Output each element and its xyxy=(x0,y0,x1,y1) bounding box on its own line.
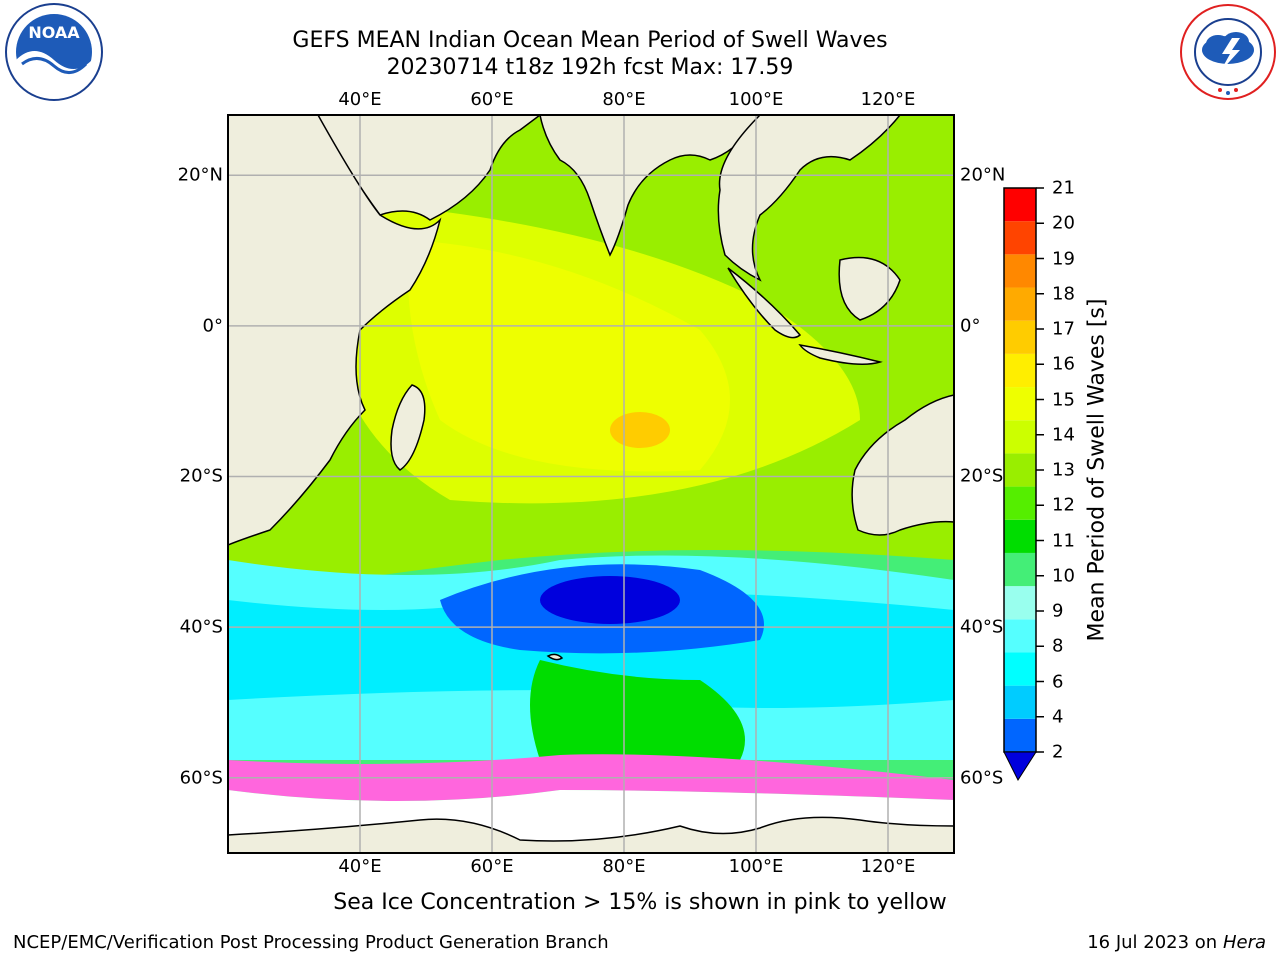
colorbar-swatch xyxy=(1004,519,1036,553)
colorbar-tick-label: 14 xyxy=(1052,424,1075,446)
footer-host: Hera xyxy=(1222,932,1266,953)
footer-left: NCEP/EMC/Verification Post Processing Pr… xyxy=(13,932,609,953)
map-title: GEFS MEAN Indian Ocean Mean Period of Sw… xyxy=(292,28,888,53)
lon-tick-label-top: 40°E xyxy=(338,89,382,110)
borneo-land xyxy=(838,256,901,321)
java-land xyxy=(798,343,883,365)
lon-tick-label-top: 80°E xyxy=(602,89,646,110)
lat-tick-label-right: 20°N xyxy=(960,164,1006,186)
lon-tick-label-bottom: 120°E xyxy=(860,856,916,877)
india-land xyxy=(539,115,761,257)
colorbar-swatch xyxy=(1004,254,1036,288)
colorbar-swatch xyxy=(1004,652,1036,686)
colorbar-swatch xyxy=(1004,353,1036,388)
colorbar-tick-label: 9 xyxy=(1052,600,1064,622)
colorbar xyxy=(1003,187,1044,782)
colorbar-swatch xyxy=(1004,420,1036,454)
lat-tick-label-right: 60°S xyxy=(960,767,1004,789)
colorbar-swatch xyxy=(1004,287,1036,321)
footer-date: 16 Jul 2023 on xyxy=(1087,932,1223,953)
colorbar-tick-label: 21 xyxy=(1052,177,1075,199)
colorbar-tick-label: 16 xyxy=(1052,353,1075,375)
sea-ice-note: Sea Ice Concentration > 15% is shown in … xyxy=(333,890,947,915)
colorbar-tick-label: 19 xyxy=(1052,248,1075,269)
colorbar-swatch xyxy=(1004,718,1036,752)
southeast-asia-land xyxy=(717,115,901,282)
colorbar-swatch xyxy=(1004,453,1036,487)
lat-tick-label-left: 60°S xyxy=(179,767,223,789)
map-subtitle: 20230714 t18z 192h fcst Max: 17.59 xyxy=(386,55,794,80)
lat-tick-label-left: 20°S xyxy=(179,465,223,487)
colorbar-tick-label: 18 xyxy=(1052,283,1075,305)
colorbar-swatch xyxy=(1004,387,1036,421)
colorbar-tick-label: 13 xyxy=(1052,459,1075,481)
lon-tick-label-top: 120°E xyxy=(860,89,916,110)
colorbar-title: Mean Period of Swell Waves [s] xyxy=(1084,298,1110,642)
noaa-logo: NOAA xyxy=(5,3,103,101)
colorbar-tick-label: 17 xyxy=(1052,318,1075,340)
lon-tick-label-top: 100°E xyxy=(728,89,784,110)
lat-tick-label-left: 20°N xyxy=(177,164,223,186)
lat-tick-label-right: 20°S xyxy=(960,465,1004,487)
colorbar-swatch xyxy=(1004,586,1036,620)
colorbar-swatch xyxy=(1004,552,1036,587)
colorbar-tick-label: 12 xyxy=(1052,494,1075,516)
lon-tick-label-bottom: 80°E xyxy=(602,856,646,877)
sumatra-land xyxy=(727,267,802,339)
lat-tick-label-right: 0° xyxy=(960,315,981,337)
noaa-logo-text: NOAA xyxy=(28,23,80,42)
colorbar-swatch xyxy=(1004,320,1036,354)
lon-tick-label-bottom: 60°E xyxy=(470,856,514,877)
colorbar-swatch xyxy=(1004,619,1036,653)
colorbar-swatch xyxy=(1004,486,1036,520)
colorbar-tick-label: 20 xyxy=(1052,212,1075,234)
colorbar-tick-label: 4 xyxy=(1052,706,1064,728)
band-11s xyxy=(530,660,745,760)
lat-tick-label-right: 40°S xyxy=(960,616,1004,638)
colorbar-swatch xyxy=(1004,221,1036,255)
colorbar-tick-label: 11 xyxy=(1052,530,1075,551)
band-2s xyxy=(540,576,680,624)
colorbar-tick-label: 10 xyxy=(1052,565,1075,587)
colorbar-extend-low xyxy=(1003,751,1037,782)
band-16s xyxy=(610,412,670,448)
kerguelen-land xyxy=(546,653,564,661)
map-frame xyxy=(227,114,955,854)
lon-tick-label-bottom: 100°E xyxy=(728,856,784,877)
colorbar-swatch xyxy=(1004,188,1036,222)
colorbar-tick-label: 2 xyxy=(1052,741,1064,763)
nws-logo xyxy=(1180,4,1276,100)
colorbar-swatch xyxy=(1004,685,1036,719)
map-grid xyxy=(228,115,954,853)
lon-tick-label-bottom: 40°E xyxy=(338,856,382,877)
madagascar-land xyxy=(390,384,426,471)
colorbar-tick-label: 6 xyxy=(1052,671,1064,692)
australia-land xyxy=(851,394,954,536)
lat-tick-label-left: 40°S xyxy=(179,616,223,638)
colorbar-tick-label: 15 xyxy=(1052,389,1075,410)
antarctica-land xyxy=(228,816,954,853)
lat-tick-label-left: 0° xyxy=(202,315,223,337)
lon-tick-label-top: 60°E xyxy=(470,89,514,110)
footer-right: 16 Jul 2023 on Hera xyxy=(1087,932,1266,953)
colorbar-tick-label: 8 xyxy=(1052,635,1064,657)
